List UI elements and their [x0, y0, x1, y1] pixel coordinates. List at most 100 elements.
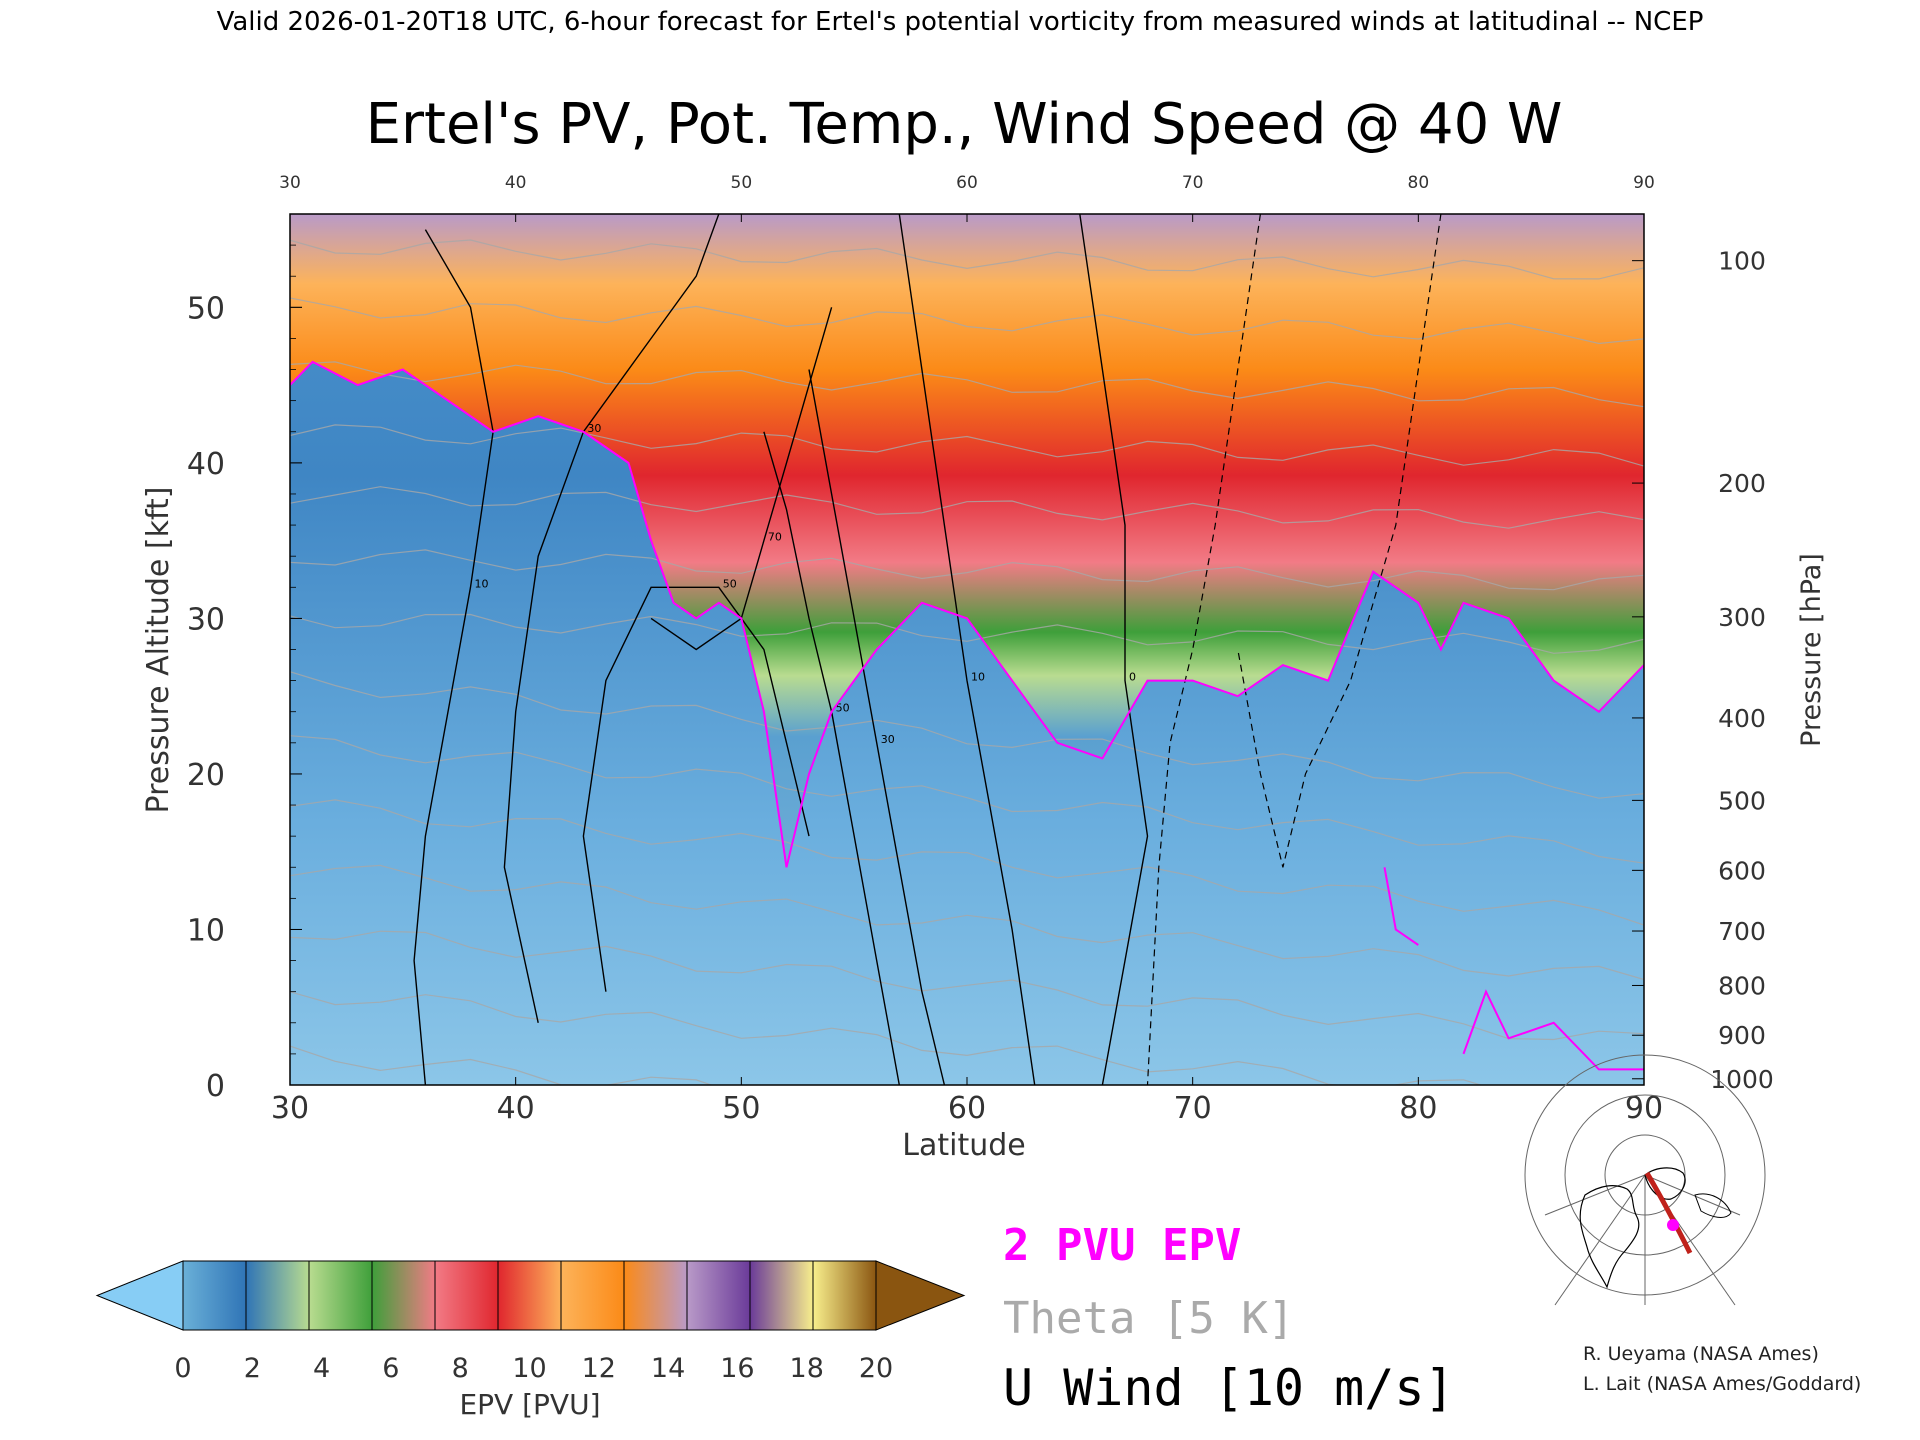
wind-contour-line	[808, 369, 946, 1085]
colorbar-tick-label: 12	[582, 1353, 616, 1384]
map-graticule	[1524, 1054, 1766, 1306]
x-tick-label-top: 80	[1408, 173, 1430, 193]
x-tick-label: 70	[1174, 1091, 1212, 1126]
colorbar-segment	[561, 1261, 625, 1330]
x-tick-label-top: 90	[1633, 173, 1655, 193]
wind-contour-line	[413, 229, 494, 1085]
theta-contour-line	[290, 361, 1644, 408]
colorbar-tick-label: 14	[651, 1353, 685, 1384]
theta-contour-line	[290, 613, 1644, 654]
tropopause-line-low	[1462, 989, 1644, 1071]
x-tick-label: 50	[722, 1091, 760, 1126]
colorbar-segment	[813, 1261, 877, 1330]
wind-contour-line-negative	[1146, 214, 1261, 1085]
theta-contour-line	[290, 864, 1644, 981]
pressure-tick-label: 900	[1718, 1021, 1766, 1050]
pressure-tick-label: 800	[1718, 971, 1766, 1000]
colorbar-tick-label: 2	[244, 1353, 261, 1384]
wind-contour-line-negative	[1237, 214, 1442, 868]
y-tick-label: 10	[187, 913, 225, 948]
map-north-america	[1579, 1185, 1640, 1289]
theta-contour-line	[290, 549, 1644, 591]
theta-contour-line	[290, 239, 1644, 280]
wind-contour-line	[582, 586, 810, 992]
wind-contour-label: 10	[971, 671, 985, 684]
legend-entry: U Wind [10 m/s]	[1003, 1359, 1455, 1417]
colorbar-tick-label: 6	[382, 1353, 399, 1384]
wind-contour-label: 0	[1129, 671, 1136, 684]
colorbar-segment	[246, 1261, 310, 1330]
pressure-tick-label: 1000	[1710, 1065, 1774, 1094]
colorbar-tick-label: 0	[174, 1353, 191, 1384]
x-tick-label: 40	[497, 1091, 535, 1126]
theta-contour-line	[290, 735, 1644, 864]
tropopause-line-low	[1383, 867, 1419, 946]
pressure-tick-label: 500	[1718, 786, 1766, 815]
x-tick-label: 90	[1625, 1091, 1663, 1126]
pressure-tick-label: 300	[1718, 603, 1766, 632]
wind-contour-line	[898, 214, 1036, 1085]
colorbar-under-arrow	[95, 1260, 184, 1331]
colorbar-segment	[183, 1261, 247, 1330]
y-axis-label: Pressure Altitude [kft]	[141, 487, 176, 814]
x-tick-label-top: 30	[279, 173, 301, 193]
colorbar-tick-label: 20	[859, 1353, 893, 1384]
colorbar-segment	[624, 1261, 688, 1330]
wind-contour-label: 10	[475, 577, 489, 590]
colorbar-tick-label: 18	[790, 1353, 824, 1384]
colorbar-tick-label: 4	[313, 1353, 330, 1384]
wind-contour-line	[1079, 214, 1149, 1085]
legend-entry: Theta [5 K]	[1003, 1293, 1294, 1344]
plot-area: 10 30 50 70 50 30 10 0	[290, 214, 1644, 1085]
theta-contour-line	[290, 486, 1644, 529]
map-section-line	[1644, 1171, 1693, 1255]
map-background	[1545, 1155, 1740, 1305]
wind-contour-label: 30	[587, 422, 601, 435]
credit-line-2: L. Lait (NASA Ames/Goddard)	[1583, 1373, 1861, 1395]
pressure-tick-label: 100	[1718, 247, 1766, 276]
wind-contour-label: 70	[768, 531, 782, 544]
tropopause-line	[290, 360, 1644, 868]
colorbar-tick-label: 16	[720, 1353, 754, 1384]
x-axis-label: Latitude	[902, 1128, 1025, 1163]
y-tick-label: 50	[187, 291, 225, 326]
colorbar-segment	[372, 1261, 436, 1330]
theta-contour-line	[290, 799, 1644, 926]
tropopause-2pvu-contour	[290, 360, 1644, 1071]
chart-title: Ertel's PV, Pot. Temp., Wind Speed @ 40 …	[366, 92, 1563, 157]
wind-contour-label: 50	[836, 702, 850, 715]
x-axis-ticks: 30 30 40 40 50 50 60 60 70 70 80 80 90 90	[271, 173, 1663, 1126]
x-tick-label-top: 40	[505, 173, 527, 193]
colorbar-segment	[750, 1261, 814, 1330]
pressure-tick-label: 600	[1718, 856, 1766, 885]
pressure-tick-label: 400	[1718, 704, 1766, 733]
x-tick-label: 60	[948, 1091, 986, 1126]
colorbar-tick-label: 10	[512, 1353, 546, 1384]
colorbar-label: EPV [PVU]	[459, 1388, 600, 1421]
contour-legend: 2 PVU EPV Theta [5 K] U Wind [10 m/s]	[1003, 1220, 1455, 1417]
wind-contour-label: 30	[881, 733, 895, 746]
wind-contour-line	[650, 307, 833, 651]
theta-contour-line	[290, 297, 1644, 345]
x-tick-label: 30	[271, 1091, 309, 1126]
y-tick-label: 40	[187, 447, 225, 482]
pressure-axis-label: Pressure [hPa]	[1796, 553, 1827, 747]
legend-entry: 2 PVU EPV	[1003, 1220, 1241, 1271]
pressure-axis-ticks: 100 200 300 400 500 600 700 800 900 1000	[1632, 247, 1774, 1094]
map-europe	[1694, 1193, 1732, 1218]
colorbar: 0 2 4 6 8 10 12 14 16 18 20	[95, 1260, 966, 1384]
theta-contour-line	[290, 930, 1644, 1041]
pressure-tick-label: 700	[1718, 917, 1766, 946]
colorbar-segment	[687, 1261, 751, 1330]
colorbar-segment	[309, 1261, 373, 1330]
x-tick-label: 80	[1399, 1091, 1437, 1126]
map-greenland	[1644, 1167, 1686, 1200]
pressure-tick-label: 200	[1718, 469, 1766, 498]
x-tick-label-top: 50	[731, 173, 753, 193]
map-inset	[1524, 1054, 1766, 1306]
y-tick-label: 20	[187, 758, 225, 793]
y-tick-label: 30	[187, 602, 225, 637]
theta-contours	[290, 239, 1644, 1085]
wind-contour-label: 50	[723, 577, 737, 590]
colorbar-over-arrow	[875, 1260, 966, 1331]
